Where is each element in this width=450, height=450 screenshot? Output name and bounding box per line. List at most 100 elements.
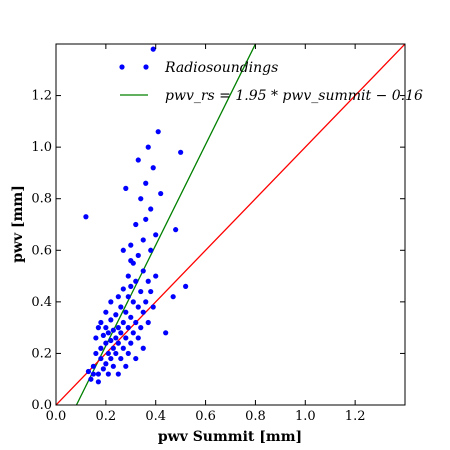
data-point [95, 325, 101, 331]
data-point [125, 325, 131, 331]
points-layer [83, 46, 189, 385]
data-point [130, 330, 136, 336]
data-point [135, 157, 141, 163]
legend: Radiosoundings pwv_rs = 1.95 * pwv_summi… [119, 60, 423, 104]
data-point [133, 355, 139, 362]
data-point [123, 185, 129, 191]
data-point [145, 319, 151, 326]
data-point [100, 332, 106, 338]
data-point [148, 247, 154, 253]
x-tick-label: 0.4 [145, 409, 166, 424]
data-point [98, 355, 104, 362]
data-point [153, 273, 159, 279]
data-point [140, 237, 146, 243]
data-point [88, 376, 94, 382]
data-point [128, 314, 134, 320]
data-point [83, 214, 89, 220]
data-point [100, 366, 106, 372]
x-tick-label: 0.2 [96, 409, 117, 424]
ticks-layer: 0.0 0.2 0.4 0.6 0.8 1.0 1.2 0.0 0.2 0.4 0.6 0.8 1.0 1… [31, 44, 405, 424]
data-point [125, 273, 131, 279]
data-point [110, 345, 116, 351]
data-point [105, 350, 111, 357]
y-tick-label: 0.2 [31, 346, 52, 361]
data-point [120, 319, 126, 326]
data-point [118, 355, 124, 362]
data-point [140, 345, 146, 351]
data-point [113, 312, 119, 318]
data-point [108, 337, 114, 344]
data-point [143, 180, 149, 186]
data-point [135, 304, 141, 310]
data-point [95, 371, 101, 377]
data-point [110, 363, 116, 369]
data-point [173, 227, 179, 233]
data-point [103, 361, 109, 367]
data-point [183, 283, 189, 289]
x-tick-label: 0.0 [46, 409, 67, 424]
legend-label-fit-equation: pwv_rs = 1.95 * pwv_summit − 0.16 [165, 88, 423, 104]
data-point [138, 196, 144, 202]
data-point [110, 327, 116, 333]
data-point [125, 294, 131, 300]
data-point [90, 363, 96, 369]
x-tick-label: 1.2 [345, 409, 366, 424]
data-point [128, 258, 134, 264]
data-point [115, 325, 121, 331]
one-to-one-line [56, 44, 405, 405]
data-point [115, 340, 121, 346]
data-point [103, 340, 109, 346]
data-point [93, 350, 99, 357]
data-point [98, 319, 104, 326]
x-tick-label: 0.6 [195, 409, 216, 424]
data-point [148, 206, 154, 212]
data-point [125, 350, 131, 357]
data-point [90, 371, 96, 377]
data-point [105, 371, 111, 377]
data-point [130, 299, 136, 305]
data-point [95, 379, 101, 385]
data-point [120, 247, 126, 253]
data-point [115, 294, 121, 300]
data-point [115, 371, 121, 377]
x-tick-label: 0.8 [245, 409, 266, 424]
y-tick-label: 1.0 [31, 140, 52, 155]
data-point [143, 299, 149, 305]
data-point [98, 345, 104, 351]
y-tick-label: 0.6 [31, 243, 52, 258]
plot-frame [55, 43, 406, 406]
data-point [128, 283, 134, 289]
data-point [105, 330, 111, 336]
data-point [120, 345, 126, 351]
data-point [138, 325, 144, 331]
data-point [123, 363, 129, 369]
data-point [150, 46, 156, 52]
data-point [123, 309, 129, 315]
data-point [138, 288, 144, 295]
data-point [133, 278, 139, 284]
y-axis-label: pwv [mm] [10, 185, 26, 263]
data-point [140, 268, 146, 274]
legend-label-radiosoundings: Radiosoundings [164, 60, 278, 76]
y-tick-label: 0.4 [31, 295, 52, 310]
y-tick-label: 0.8 [31, 192, 52, 207]
data-point [178, 149, 184, 155]
data-point [123, 335, 129, 341]
data-point [93, 335, 99, 341]
data-point [135, 335, 141, 341]
data-point [128, 340, 134, 346]
data-point [135, 252, 141, 259]
data-point [140, 309, 146, 315]
data-point [150, 304, 156, 310]
data-point [118, 330, 124, 336]
data-point [108, 355, 114, 362]
data-point [150, 165, 156, 171]
data-point [120, 286, 126, 292]
data-point [108, 299, 114, 305]
data-point [108, 317, 114, 323]
data-point [158, 190, 164, 197]
x-axis-label: pwv Summit [mm] [158, 429, 302, 445]
data-point [103, 325, 109, 331]
data-point [85, 368, 92, 375]
